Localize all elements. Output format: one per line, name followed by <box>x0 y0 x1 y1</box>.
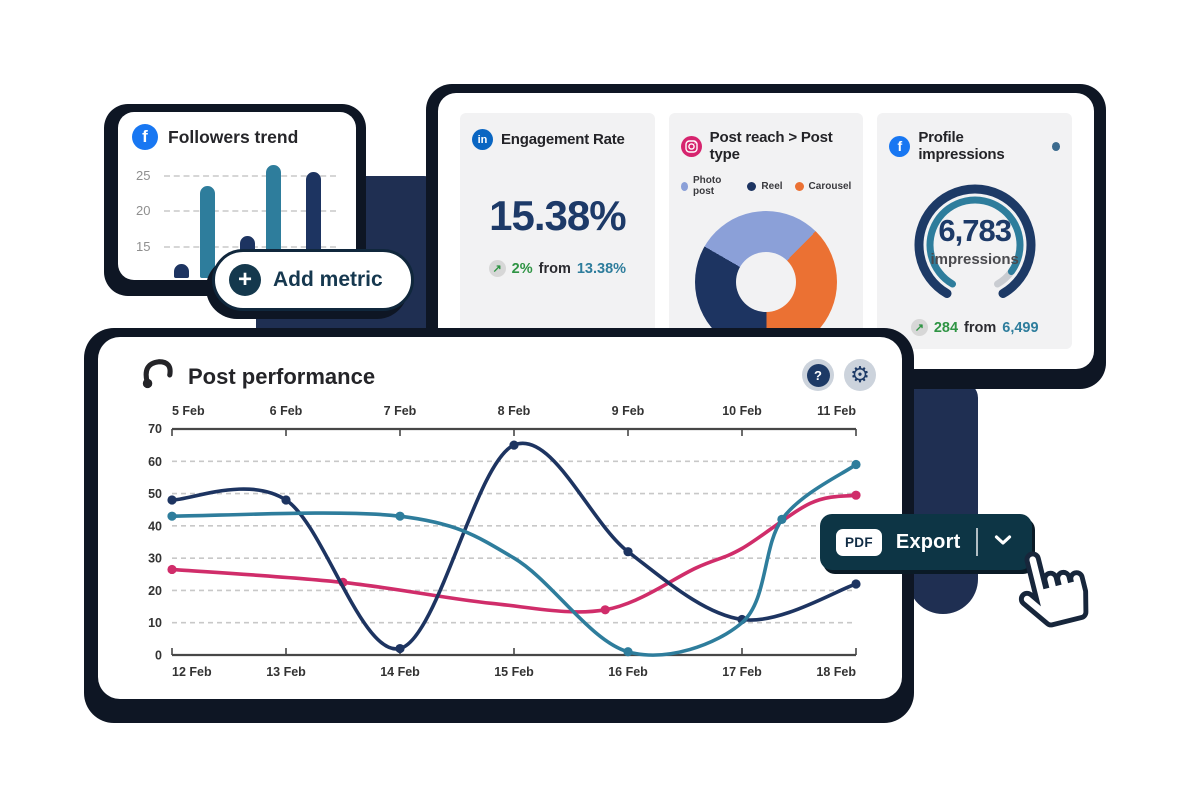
profile-impressions-title: Profile impressions <box>918 129 1005 163</box>
delta-from-word: from <box>538 260 571 277</box>
legend-label: Carousel <box>808 180 852 192</box>
post-performance-title: Post performance <box>188 363 376 389</box>
previous-value: 6,499 <box>1002 319 1039 336</box>
add-metric-label: Add metric <box>273 268 383 291</box>
svg-text:8 Feb: 8 Feb <box>498 404 531 418</box>
svg-text:10 Feb: 10 Feb <box>722 404 762 418</box>
delta-value: 2% <box>511 260 533 277</box>
gridline: 20 <box>136 203 336 218</box>
legend-dot <box>747 181 757 191</box>
svg-text:5 Feb: 5 Feb <box>172 404 205 418</box>
svg-text:6 Feb: 6 Feb <box>270 404 303 418</box>
followers-trend-title: Followers trend <box>168 126 299 147</box>
svg-text:14 Feb: 14 Feb <box>380 665 420 679</box>
post-performance-card: Post performance ? ⚙ 5 Feb 6 Feb 7 Feb 8 Fe… <box>84 328 914 723</box>
svg-text:50: 50 <box>148 487 162 501</box>
svg-text:10: 10 <box>148 616 162 630</box>
svg-text:11 Feb: 11 Feb <box>817 404 856 418</box>
impressions-gauge: 6,783 impressions <box>889 167 1060 307</box>
bar <box>200 186 215 278</box>
impressions-delta-row: ↗ 284 from 6,499 <box>889 319 1060 336</box>
svg-text:12 Feb: 12 Feb <box>172 665 212 679</box>
trend-up-icon: ↗ <box>910 319 928 336</box>
add-metric-button[interactable]: + Add metric <box>212 249 414 311</box>
export-button[interactable]: PDF Export <box>820 514 1033 570</box>
plus-icon: + <box>229 264 261 296</box>
legend-item: Carousel <box>794 180 852 192</box>
delta-value: 284 <box>933 319 959 336</box>
export-label: Export <box>895 530 961 553</box>
legend-dot <box>680 181 688 191</box>
svg-text:60: 60 <box>148 455 162 469</box>
instagram-icon <box>680 135 702 157</box>
settings-button[interactable]: ⚙ <box>844 359 876 391</box>
facebook-icon: f <box>889 135 911 157</box>
svg-text:0: 0 <box>155 649 162 663</box>
legend-dot <box>794 181 804 191</box>
donut-legend: Photo post Reel Carousel <box>680 175 852 197</box>
legend-item: Photo post <box>680 175 736 197</box>
post-reach-title: Post reach > Post type <box>709 129 833 163</box>
gridline: 25 <box>136 168 336 183</box>
svg-text:20: 20 <box>148 584 162 598</box>
svg-text:30: 30 <box>148 552 162 566</box>
divider <box>976 528 979 556</box>
previous-value: 13.38% <box>576 260 627 277</box>
linkedin-icon: in <box>472 129 493 150</box>
profile-impressions-panel: f Profile impressions 6,783 impressions … <box>877 113 1073 349</box>
post-reach-panel: Post reach > Post type Photo post Reel Car… <box>668 113 864 353</box>
legend-label: Reel <box>761 180 783 192</box>
impressions-unit: impressions <box>930 251 1019 268</box>
svg-text:17 Feb: 17 Feb <box>722 665 762 679</box>
engagement-rate-value: 15.38% <box>489 192 626 239</box>
followers-trend-card: f Followers trend 15 20 25 <box>104 104 366 296</box>
brand-swoosh-icon <box>140 357 174 396</box>
svg-text:13 Feb: 13 Feb <box>266 665 306 679</box>
status-dot <box>1051 141 1061 151</box>
legend-item: Reel <box>747 180 783 192</box>
trend-up-icon: ↗ <box>488 260 506 277</box>
gear-icon: ⚙ <box>850 362 870 387</box>
svg-text:18 Feb: 18 Feb <box>816 665 856 679</box>
facebook-icon: f <box>132 124 158 150</box>
engagement-rate-title: Engagement Rate <box>501 131 625 148</box>
pdf-badge: PDF <box>836 528 882 556</box>
chevron-down-icon[interactable] <box>994 533 1012 551</box>
bar <box>174 263 189 278</box>
post-performance-line-chart: 5 Feb 6 Feb 7 Feb 8 Feb 9 Feb 10 Feb 11 Feb 12 … <box>148 404 861 679</box>
question-icon: ? <box>806 363 830 387</box>
svg-text:16 Feb: 16 Feb <box>608 665 648 679</box>
svg-text:7 Feb: 7 Feb <box>384 404 417 418</box>
engagement-delta-row: ↗ 2% from 13.38% <box>472 260 643 277</box>
help-button[interactable]: ? <box>802 359 834 391</box>
svg-text:15 Feb: 15 Feb <box>494 665 534 679</box>
delta-from-word: from <box>964 319 997 336</box>
svg-text:9 Feb: 9 Feb <box>612 404 645 418</box>
svg-text:70: 70 <box>148 422 162 436</box>
hand-cursor-icon <box>1004 536 1100 643</box>
impressions-value: 6,783 <box>938 213 1012 248</box>
legend-label: Photo post <box>692 175 722 197</box>
decor-block-right <box>908 382 978 614</box>
svg-text:40: 40 <box>148 519 162 533</box>
engagement-rate-panel: in Engagement Rate 15.38% ↗ 2% from 13.3… <box>460 113 655 349</box>
